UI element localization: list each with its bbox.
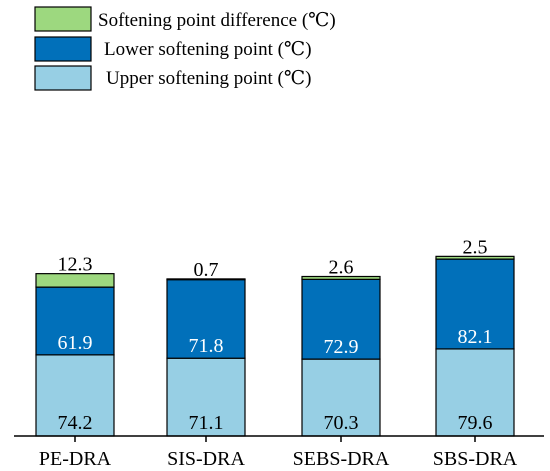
bar-sbs-dra-lower-softening-point	[435, 258, 515, 350]
data-label-sis-dra-difference: 0.7	[194, 259, 219, 281]
bar-sebs-dra-softening-point-difference	[301, 275, 381, 280]
bar-sis-dra-softening-point-difference	[166, 278, 246, 281]
legend-swatch-softening-point-difference	[34, 6, 92, 32]
bar-pe-dra-softening-point-difference	[35, 273, 115, 288]
data-label-sebs-dra-difference: 2.6	[329, 256, 354, 278]
x-tick-label-sbs-dra: SBS-DRA	[433, 448, 518, 470]
legend-label-lower-softening-point: Lower softening point (℃)	[104, 39, 312, 60]
data-label-sbs-dra-lower: 82.1	[458, 326, 493, 348]
data-label-sbs-dra-upper: 79.6	[458, 412, 493, 434]
x-axis-ticks: PE-DRA SIS-DRA SEBS-DRA SBS-DRA	[39, 436, 518, 470]
data-label-pe-dra-difference: 12.3	[58, 254, 93, 276]
legend-swatch-upper-softening-point	[34, 65, 92, 91]
bar-pe-dra-lower-softening-point	[35, 286, 115, 356]
data-label-sbs-dra-difference: 2.5	[463, 236, 488, 258]
data-label-sebs-dra-upper: 70.3	[324, 412, 359, 434]
bar-sis-dra-lower-softening-point	[166, 279, 246, 359]
data-label-sis-dra-lower: 71.8	[189, 335, 224, 357]
bar-pe-dra-upper-softening-point	[35, 354, 115, 437]
data-label-pe-dra-lower: 61.9	[58, 332, 93, 354]
data-label-pe-dra-upper: 74.2	[58, 412, 93, 434]
bars-group: 74.2 61.9 12.3 71.1 71.8 0.7 70.3 72.9 2.6 79.6 82…	[35, 236, 515, 437]
x-tick-label-sis-dra: SIS-DRA	[167, 448, 245, 470]
legend-label-softening-point-difference: Softening point difference (℃)	[98, 10, 336, 31]
legend-label-upper-softening-point: Upper softening point (℃)	[106, 68, 311, 89]
x-tick-label-pe-dra: PE-DRA	[39, 448, 112, 470]
data-label-sis-dra-upper: 71.1	[189, 412, 224, 434]
data-label-sebs-dra-lower: 72.9	[324, 336, 359, 358]
chart-legend: Softening point difference (℃) Lower soft…	[34, 6, 336, 91]
bar-sbs-dra-softening-point-difference	[435, 255, 515, 260]
x-tick-label-sebs-dra: SEBS-DRA	[293, 448, 390, 470]
legend-swatch-lower-softening-point	[34, 36, 92, 62]
bar-sebs-dra-lower-softening-point	[301, 278, 381, 360]
